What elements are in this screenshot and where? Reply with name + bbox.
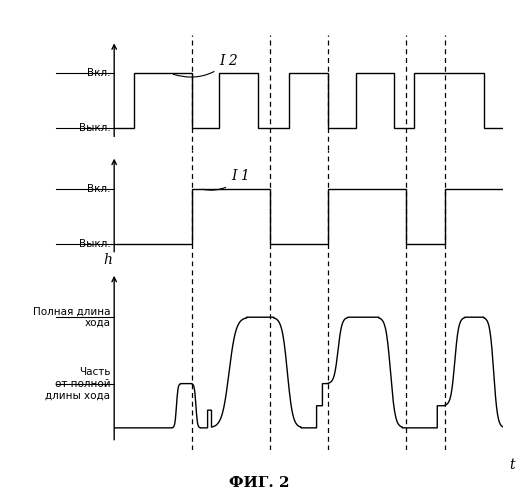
Text: t: t	[509, 458, 515, 472]
Text: Выкл.: Выкл.	[78, 238, 111, 248]
Text: Вкл.: Вкл.	[87, 184, 111, 194]
Text: I 2: I 2	[173, 54, 238, 77]
Text: Выкл.: Выкл.	[78, 124, 111, 134]
Text: ФИГ. 2: ФИГ. 2	[229, 476, 290, 490]
Text: h: h	[103, 252, 112, 266]
Text: Полная длина
хода: Полная длина хода	[33, 306, 111, 328]
Text: I 1: I 1	[202, 170, 250, 190]
Text: Часть
от полной
длины хода: Часть от полной длины хода	[45, 367, 111, 400]
Text: Вкл.: Вкл.	[87, 68, 111, 78]
